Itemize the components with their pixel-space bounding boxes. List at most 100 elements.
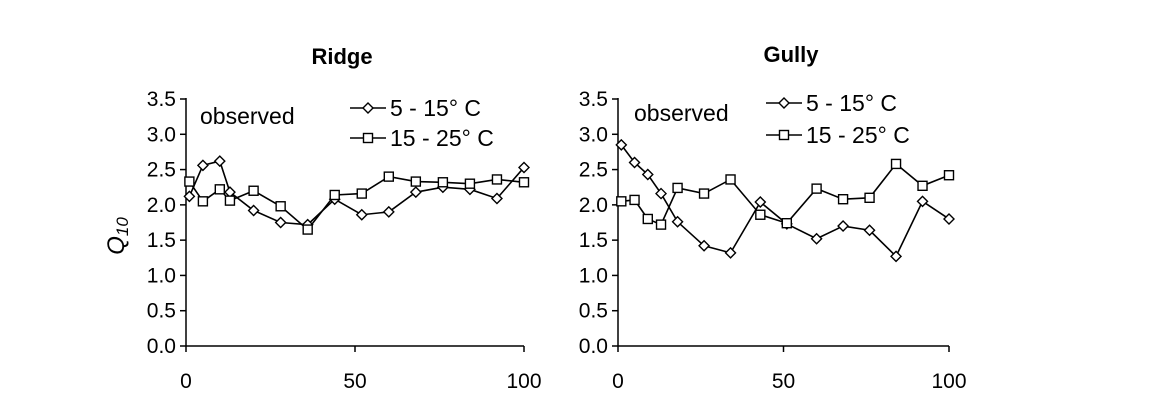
gully-data-point (890, 158, 902, 170)
x-tick-label: 0 (612, 370, 624, 393)
ridge-title: Ridge (311, 44, 372, 69)
gully-data-point (642, 213, 653, 225)
y-tick-label: 1.5 (147, 229, 176, 252)
y-tick-label: 2.0 (147, 194, 176, 217)
gully-data-point (672, 182, 683, 194)
x-tick-label: 100 (931, 370, 966, 393)
y-tick-label: 0.0 (579, 335, 608, 358)
ridge-data-point (464, 178, 476, 189)
ridge-data-point (214, 184, 226, 195)
gully-data-point (641, 168, 654, 181)
gully-legend-entry: 15 - 25° C (766, 122, 910, 148)
ridge-data-point (383, 171, 394, 182)
gully-data-point (810, 232, 823, 245)
ridge-data-point (213, 155, 226, 168)
gully-data-point (916, 195, 929, 208)
gully-title: Gully (763, 42, 819, 67)
ridge-data-point (248, 185, 259, 196)
y-tick-label: 3.0 (147, 123, 176, 146)
ridge-legend: 5 - 15° C 15 - 25° C (350, 95, 494, 151)
y-tick-label: 2.0 (579, 194, 608, 217)
ridge-data-point (224, 195, 236, 206)
gully-data-point (724, 246, 737, 259)
gully-data-point (864, 192, 875, 204)
gully-data-point (629, 194, 640, 206)
gully-data-point (943, 170, 955, 181)
gully-series-square (616, 158, 955, 230)
x-tick-label: 50 (343, 370, 366, 393)
gully-observed-note: observed (634, 100, 729, 126)
legend-label: 15 - 25° C (390, 125, 494, 151)
gully-data-point (615, 138, 628, 151)
ridge-observed-note: observed (200, 103, 295, 129)
gully-data-point (698, 239, 711, 252)
x-tick-label: 100 (506, 370, 541, 393)
y-tick-label: 3.5 (579, 88, 608, 111)
gully-data-point (655, 219, 667, 230)
gully-data-point (890, 250, 903, 263)
y-axis-label: Q10 (103, 217, 132, 255)
y-tick-label: 3.0 (579, 123, 608, 146)
ridge-axes: 0.0 0.5 1.0 1.5 2.0 2.5 3.0 3.5 0 50 100 (147, 88, 542, 393)
gully-data-point (755, 209, 766, 220)
gully-data-point (837, 220, 850, 233)
ridge-legend-entry: 15 - 25° C (350, 125, 494, 151)
gully-data-point (628, 156, 641, 169)
gully-data-point (725, 174, 736, 185)
gully-data-point (655, 187, 668, 200)
ridge-legend-entry: 5 - 15° C (350, 95, 481, 121)
ridge-data-point (302, 224, 313, 235)
ridge-data-point (247, 204, 260, 217)
y-tick-label: 2.5 (147, 159, 176, 182)
ridge-data-point (409, 186, 422, 199)
y-tick-label: 3.5 (147, 88, 176, 111)
gully-series-diamond (615, 138, 955, 263)
gully-axes: 0.0 0.5 1.0 1.5 2.0 2.5 3.0 3.5 0 50 100 (579, 88, 967, 393)
ridge-data-point (184, 176, 195, 187)
ridge-data-point (197, 196, 209, 207)
legend-label: 5 - 15° C (390, 95, 481, 121)
ridge-series-square (184, 171, 530, 235)
y-tick-label: 1.0 (147, 264, 176, 287)
y-tick-label: 2.5 (579, 159, 608, 182)
x-tick-label: 50 (772, 370, 795, 393)
legend-label: 15 - 25° C (806, 122, 910, 148)
ridge-data-point (491, 174, 503, 185)
ridge-data-point (410, 176, 422, 187)
gully-data-point (616, 196, 627, 207)
gully-data-point (698, 188, 710, 199)
gully-data-point (943, 212, 955, 225)
ridge-data-point (274, 216, 287, 229)
y-tick-label: 0.0 (147, 335, 176, 358)
y-tick-label: 1.0 (579, 264, 608, 287)
gully-data-point (754, 196, 767, 209)
ridge-data-point (183, 190, 196, 203)
ridge-panel: Ridge Q10 observed 5 - 15° C 15 - 25° C 0… (103, 44, 542, 393)
ridge-data-point (356, 188, 367, 199)
ridge-data-point (518, 177, 530, 188)
gully-data-point (917, 180, 928, 192)
y-axis-label-main: Q (103, 236, 130, 255)
ridge-data-point (490, 192, 503, 205)
ridge-series (183, 155, 530, 235)
gully-data-point (863, 224, 876, 237)
x-tick-label: 0 (180, 370, 192, 393)
ridge-data-point (196, 159, 209, 172)
legend-marker (778, 129, 790, 141)
ridge-data-point (518, 161, 530, 174)
gully-panel: Gully observed 5 - 15° C15 - 25° C 0.00.… (579, 42, 967, 393)
ridge-data-point (275, 201, 286, 212)
ridge-data-point (329, 189, 340, 201)
gully-series-line (621, 162, 950, 226)
ridge-data-point (437, 177, 449, 188)
legend-label: 5 - 15° C (806, 90, 897, 116)
ridge-data-point (355, 208, 368, 221)
legend-marker (362, 102, 374, 114)
gully-legend-entry: 5 - 15° C (766, 90, 897, 116)
gully-series (615, 138, 955, 263)
legend-marker (362, 132, 374, 144)
y-tick-label: 1.5 (579, 229, 608, 252)
gully-legend: 5 - 15° C 15 - 25° C (766, 90, 910, 148)
gully-data-point (781, 218, 793, 229)
